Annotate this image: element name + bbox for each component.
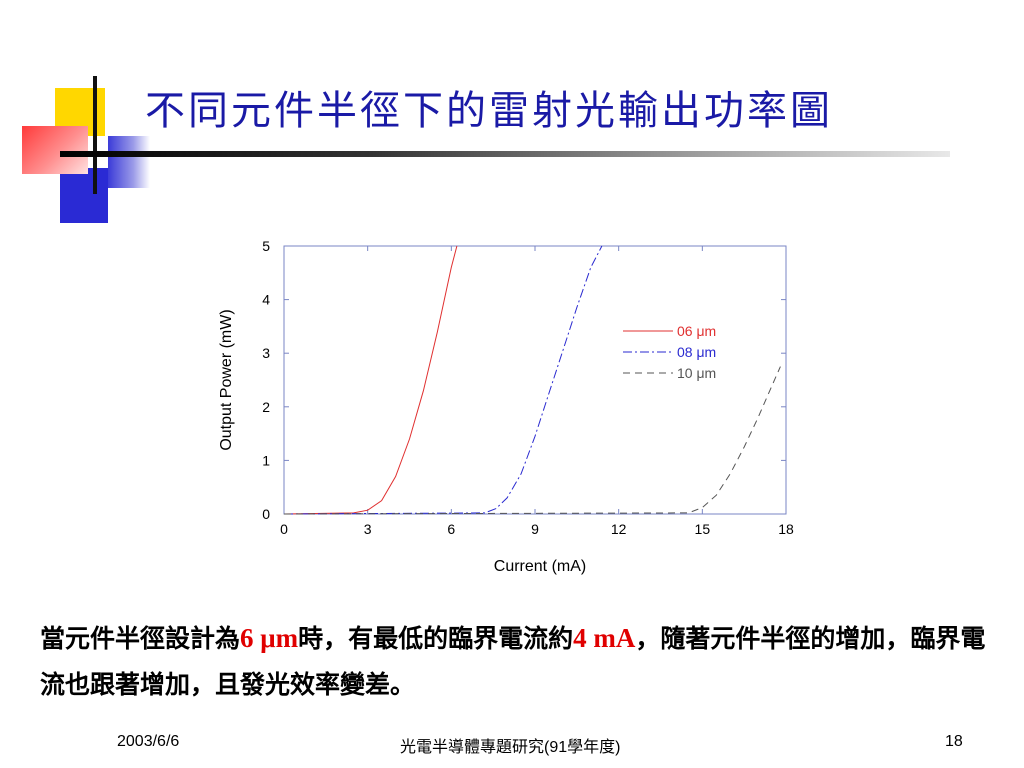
- x-tick-label: 18: [778, 521, 794, 537]
- deco-blue-gradient-bar: [108, 136, 150, 188]
- deco-blue-square: [60, 168, 108, 223]
- deco-red-square: [22, 126, 88, 174]
- caption-highlight-radius: 6 μm: [240, 623, 299, 653]
- x-axis-label: Current (mA): [494, 558, 586, 575]
- x-tick-label: 6: [447, 521, 455, 537]
- slide-title: 不同元件半徑下的雷射光輸出功率圖: [145, 88, 833, 134]
- legend: 06 μm 08 μm 10 μm: [623, 323, 716, 381]
- y-tick-label: 3: [262, 345, 270, 361]
- footer-date: 2003/6/6: [117, 733, 180, 750]
- legend-label: 06 μm: [677, 323, 716, 339]
- series-line-1: [283, 245, 458, 515]
- x-axis-ticks: 0 3 6 9 12 15 18: [280, 246, 794, 537]
- caption-part-2: 時，有最低的臨界電流約: [298, 624, 574, 653]
- title-underline: [60, 151, 950, 157]
- footer-page-number: 18: [945, 733, 963, 750]
- x-tick-label: 15: [695, 521, 711, 537]
- series-line-3: [283, 366, 781, 515]
- y-axis-label: Output Power (mW): [218, 309, 235, 450]
- footer-course: 光電半導體專題研究(91學年度): [400, 739, 621, 756]
- series-line-2: [283, 245, 603, 515]
- x-tick-label: 3: [364, 521, 372, 537]
- x-tick-label: 9: [531, 521, 539, 537]
- caption-highlight-current: 4 mA: [573, 623, 636, 653]
- y-tick-label: 2: [262, 399, 270, 415]
- series-lines: [283, 245, 781, 515]
- caption-part-1: 當元件半徑設計為: [40, 624, 241, 653]
- x-tick-label: 0: [280, 521, 288, 537]
- plot-area: [283, 245, 787, 515]
- y-tick-label: 4: [262, 292, 270, 308]
- deco-vertical-line: [93, 76, 97, 194]
- y-tick-label: 5: [262, 238, 270, 254]
- legend-label: 10 μm: [677, 365, 716, 381]
- y-tick-label: 0: [262, 506, 270, 522]
- caption-part-3: ，隨著元件半徑的增加，臨界電流也跟著增加，且發光效率變差。: [40, 624, 986, 699]
- y-axis-ticks: 0 1 2 3 4 5: [262, 238, 786, 522]
- x-tick-label: 12: [611, 521, 627, 537]
- caption-text: 當元件半徑設計為6 μm時，有最低的臨界電流約4 mA，隨著元件半徑的增加，臨界…: [40, 615, 990, 708]
- y-tick-label: 1: [262, 452, 270, 468]
- legend-label: 08 μm: [677, 344, 716, 360]
